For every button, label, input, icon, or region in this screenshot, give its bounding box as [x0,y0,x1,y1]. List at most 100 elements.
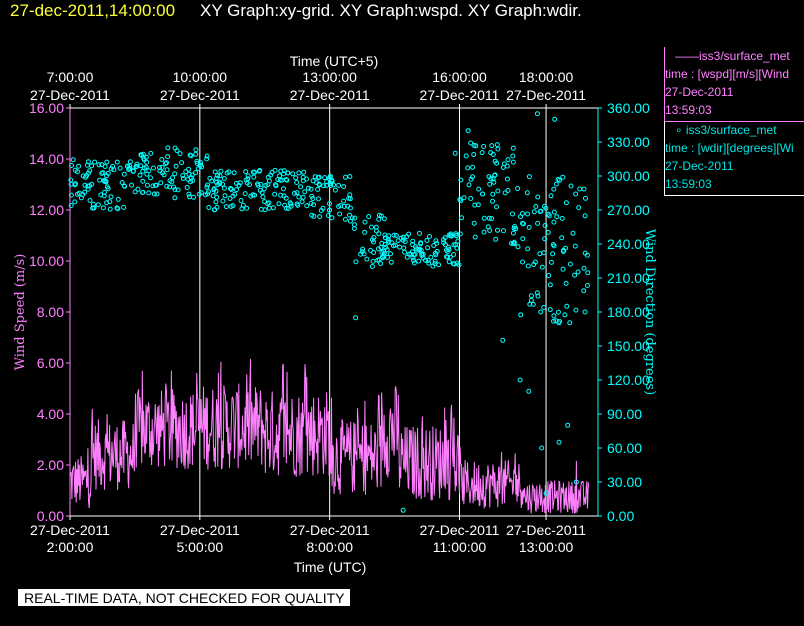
wind-direction-point [470,164,476,170]
wind-direction-point [115,206,121,212]
wind-direction-point [398,235,404,241]
wind-direction-point [417,230,422,236]
wind-direction-point [251,174,257,180]
wind-direction-point [247,182,252,188]
right-axis-tick-label: 210.00 [607,270,650,286]
wind-direction-point [485,224,491,230]
wind-direction-point [564,303,570,309]
wind-direction-point [285,170,291,176]
wind-direction-point [453,233,459,239]
left-axis-tick-label: 16.00 [29,100,64,116]
wind-direction-point [96,162,102,168]
wind-direction-point [317,214,323,220]
wind-direction-point [347,212,352,218]
wind-direction-point [410,238,416,244]
wind-direction-point [198,160,204,166]
wind-direction-point [530,301,536,307]
left-axis-tick-label: 4.00 [37,406,64,422]
wind-direction-point [386,233,392,239]
wind-direction-point [472,234,478,240]
wind-direction-point [229,187,234,192]
wind-direction-point [556,439,562,445]
wind-direction-point [69,163,74,168]
wind-direction-point [551,318,556,324]
wind-direction-point [87,168,93,174]
wind-direction-point [495,146,501,152]
left-axis-tick-label: 8.00 [37,304,64,320]
wind-direction-point [567,261,573,267]
wind-direction-point [227,186,233,191]
wind-direction-point [531,209,537,215]
wind-direction-point [573,307,579,313]
wind-direction-point [186,166,192,172]
wind-direction-point [278,192,284,198]
top-tick-time: 16:00:00 [432,69,487,85]
wind-direction-point [535,194,541,200]
bottom-tick-date: 27-Dec-2011 [160,522,240,538]
wind-direction-point [565,422,571,428]
wind-direction-point [327,201,332,207]
wind-direction-point [572,272,578,278]
wind-direction-point [521,221,526,227]
legend-wspd-date: 27-Dec-2011 [665,85,734,99]
wind-direction-point [302,189,308,195]
top-tick-date: 27-Dec-2011 [506,87,586,103]
wind-direction-point [144,159,150,165]
wind-direction-point [551,313,557,319]
right-axis-tick-label: 60.00 [607,440,642,456]
wind-direction-point [151,165,156,171]
wind-direction-point [534,111,540,117]
wind-direction-point [489,216,495,222]
wind-direction-point [481,215,487,221]
wind-direction-point [180,173,186,179]
wind-direction-point [92,159,98,165]
wind-direction-point [388,259,394,265]
wind-direction-point [196,191,202,197]
wind-direction-point [562,312,568,318]
wind-direction-point [395,238,401,244]
wind-direction-point [347,174,353,179]
wind-direction-point [582,213,588,219]
wind-direction-point [537,209,543,215]
bottom-tick-time: 13:00:00 [519,539,574,555]
wind-direction-point [430,263,436,269]
wind-direction-point [397,244,403,250]
wind-direction-point [336,182,342,188]
wind-direction-point [273,183,279,189]
wind-direction-point [375,257,381,263]
wind-direction-point [337,211,343,217]
wind-direction-point [186,191,192,197]
wind-direction-point [300,194,306,200]
wind-direction-point [517,377,523,383]
wind-direction-point [570,230,576,236]
wind-direction-point [353,259,359,265]
wind-direction-point [441,237,446,243]
wind-direction-point [491,179,497,185]
bottom-tick-date: 27-Dec-2011 [420,522,500,538]
wind-direction-point [95,202,101,208]
wind-direction-point [107,199,113,205]
wind-direction-point [320,205,326,211]
wind-direction-point [135,186,141,192]
wind-direction-point [567,320,573,326]
wind-direction-point [466,182,472,188]
wind-direction-point [212,169,218,175]
wind-direction-point [146,190,152,196]
wind-direction-point [488,176,494,182]
wind-direction-point [548,259,554,265]
wind-direction-point [157,165,162,170]
wind-direction-point [97,177,103,183]
wind-direction-point [220,198,226,204]
wind-direction-point [370,258,376,264]
wind-direction-point [424,238,430,243]
wind-direction-point [248,193,254,199]
wind-direction-point [434,240,440,246]
wind-direction-point [581,288,587,294]
wind-direction-point [148,150,154,156]
header-graph-list: XY Graph:xy-grid. XY Graph:wspd. XY Grap… [200,1,582,20]
bottom-tick-time: 2:00:00 [47,539,94,555]
wind-direction-point [525,211,530,217]
wind-direction-point [487,181,493,187]
right-axis-tick-label: 180.00 [607,304,650,320]
wind-direction-point [495,188,501,194]
